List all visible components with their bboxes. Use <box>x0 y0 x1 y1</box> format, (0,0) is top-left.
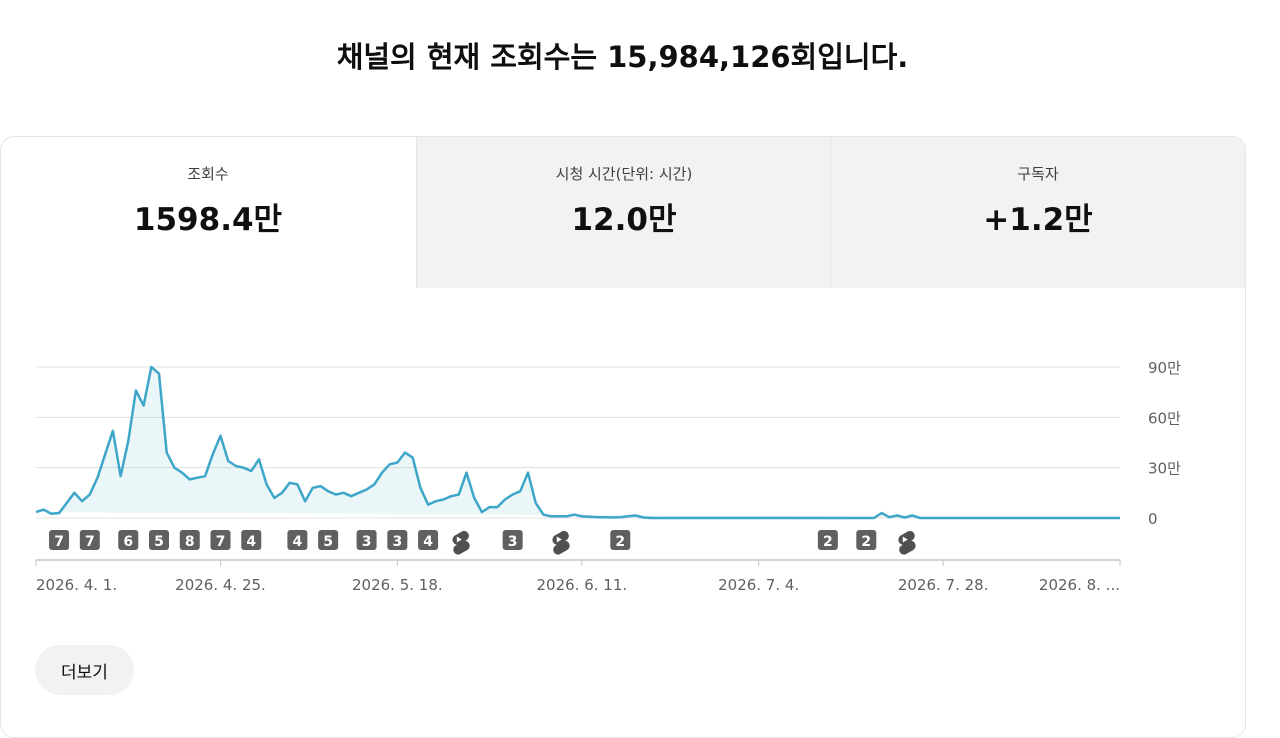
tab-label: 조회수 <box>187 165 229 183</box>
tab[interactable]: 조회수 1598.4만 <box>1 137 415 288</box>
tab-label: 구독자 <box>1017 165 1059 183</box>
tab-label: 시청 시간(단위: 시간) <box>555 165 693 183</box>
tab-value: 1598.4만 <box>133 202 283 238</box>
page-title: 채널의 현재 조회수는 15,984,126회입니다. <box>336 40 909 74</box>
tab[interactable]: 시청 시간(단위: 시간) 12.0만 <box>416 137 831 288</box>
more-button[interactable]: 더보기 <box>35 645 134 695</box>
tab[interactable]: 구독자 +1.2만 <box>830 137 1245 288</box>
tab-value: +1.2만 <box>983 202 1093 238</box>
analytics-card: 조회수 1598.4만 시청 시간(단위: 시간) 12.0만 구독자 +1.2… <box>0 136 1246 738</box>
page: 채널의 현재 조회수는 15,984,126회입니다. 조회수 1598.4만 … <box>0 40 1246 738</box>
tab-value: 12.0만 <box>571 202 677 238</box>
